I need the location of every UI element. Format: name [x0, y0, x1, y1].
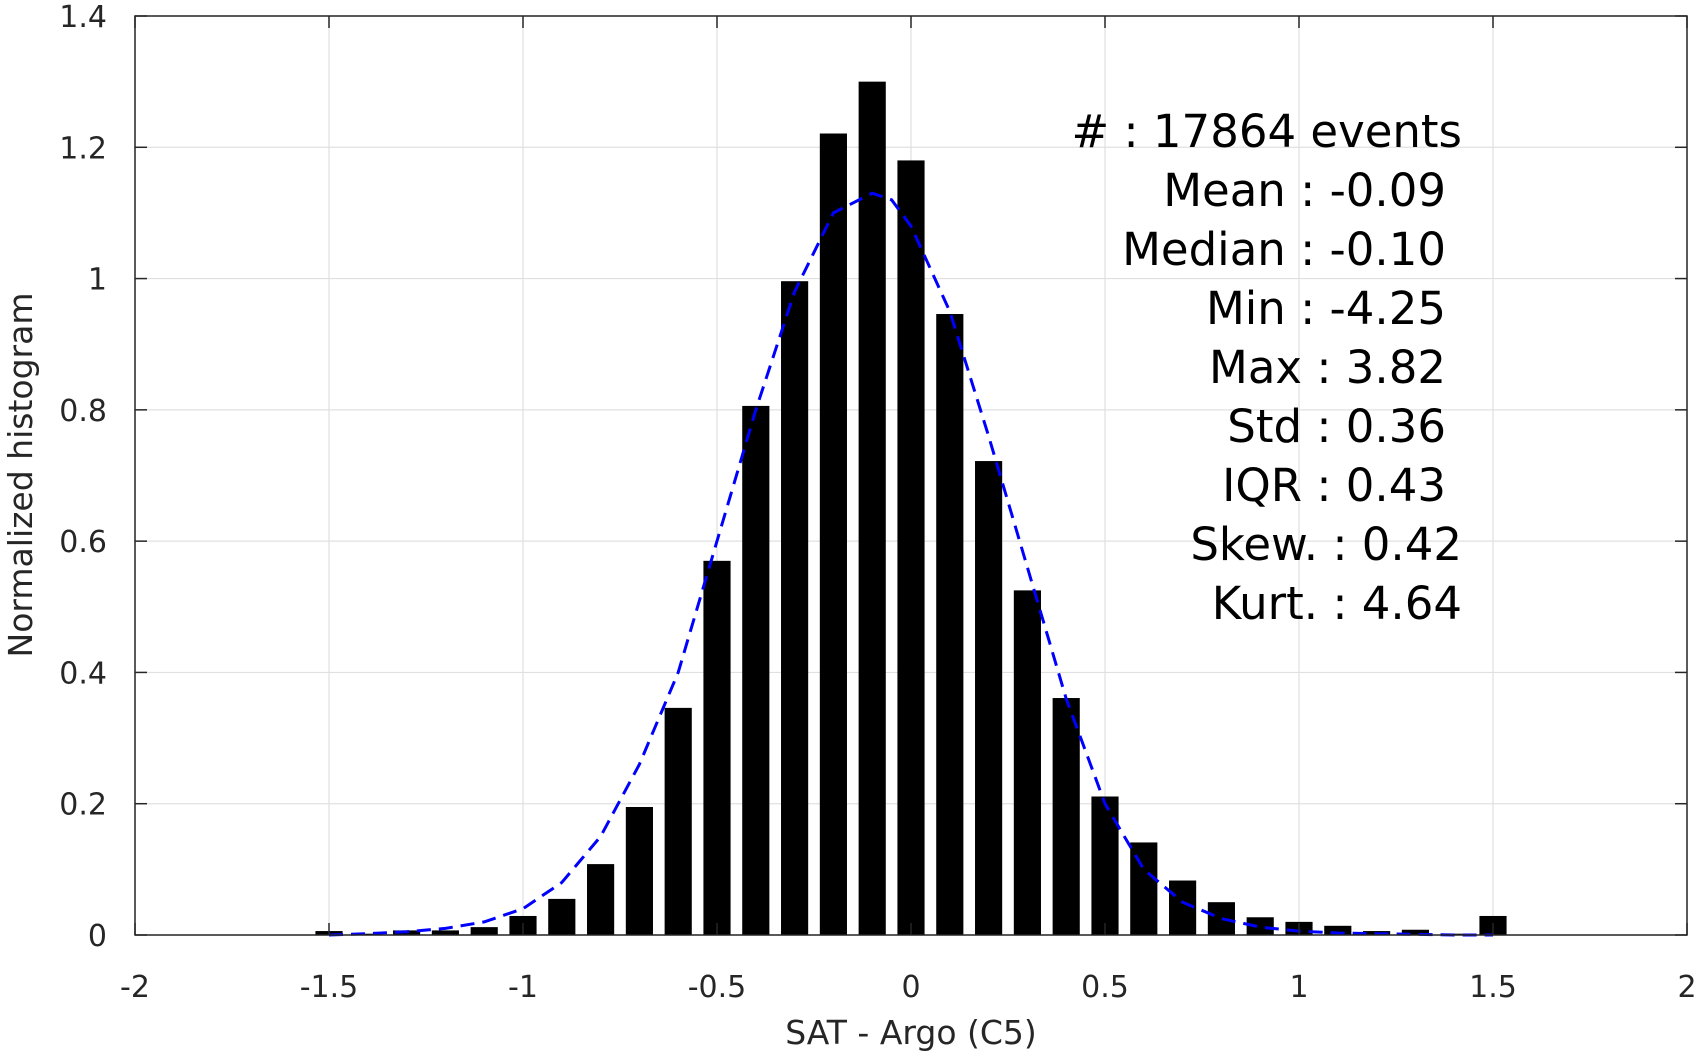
stats-line: IQR : 0.43 [1222, 459, 1446, 512]
axis-ticks [134, 15, 1688, 936]
histogram-bar [703, 560, 731, 935]
x-tick-label: 1.5 [1469, 970, 1517, 1005]
x-axis-label: SAT - Argo (C5) [785, 1013, 1037, 1052]
histogram-bar [858, 81, 886, 935]
fit-curve [328, 191, 1493, 937]
histogram-bar [1324, 925, 1352, 935]
histogram-bar [781, 281, 809, 935]
y-axis-label: Normalized histogram [1, 293, 40, 658]
histogram-bars [315, 81, 1507, 936]
x-tick-label: -0.5 [688, 970, 747, 1005]
histogram-bar [548, 898, 576, 935]
stats-box: # : 17864 events Mean : -0.09 Median : -0.… [1071, 105, 1462, 630]
histogram-bar [936, 314, 964, 936]
histogram-bar [975, 461, 1003, 935]
histogram-bar [1052, 698, 1080, 935]
x-tick-label: -1.5 [300, 970, 359, 1005]
histogram-bar [664, 707, 692, 935]
histogram-bar [1207, 902, 1235, 935]
histogram-bar [1401, 929, 1429, 935]
histogram-bar [1013, 590, 1041, 935]
y-tick-label: 0.2 [59, 788, 107, 823]
x-tick-label: 2 [1677, 970, 1696, 1005]
stats-line: Max : 3.82 [1209, 341, 1446, 394]
stats-line: Min : -4.25 [1206, 282, 1446, 335]
histogram-bar [742, 405, 770, 935]
stats-line: Skew. : 0.42 [1190, 518, 1462, 571]
y-tick-label: 0.6 [59, 525, 107, 560]
y-tick-label: 1 [88, 263, 107, 298]
histogram-bar [1169, 880, 1197, 935]
x-tick-label: 1 [1289, 970, 1308, 1005]
stats-line: Mean : -0.09 [1163, 164, 1446, 217]
histogram-bar [897, 160, 925, 935]
y-tick-labels: 0 0.2 0.4 0.6 0.8 1 1.2 1.4 [59, 0, 107, 954]
stats-line: # : 17864 events [1071, 105, 1462, 158]
stats-line: Median : -0.10 [1122, 223, 1446, 276]
y-tick-label: 1.2 [59, 131, 107, 166]
y-tick-label: 1.4 [59, 0, 107, 35]
histogram-bar [625, 806, 653, 935]
histogram-bar [431, 930, 459, 935]
y-tick-label: 0.8 [59, 394, 107, 429]
x-tick-label: -1 [508, 970, 538, 1005]
x-tick-label: 0 [901, 970, 920, 1005]
x-tick-label: -2 [120, 970, 150, 1005]
histogram-bar [1130, 842, 1158, 935]
stats-line: Std : 0.36 [1227, 400, 1446, 453]
x-tick-label: 0.5 [1081, 970, 1129, 1005]
histogram-bar [470, 927, 498, 935]
y-tick-label: 0.4 [59, 656, 107, 691]
x-tick-labels: -2 -1.5 -1 -0.5 0 0.5 1 1.5 2 [120, 970, 1697, 1005]
histogram-bar [1246, 917, 1274, 935]
stats-line: Kurt. : 4.64 [1212, 577, 1462, 630]
histogram-bar [587, 864, 615, 935]
y-tick-label: 0 [88, 919, 107, 954]
histogram-bar [819, 133, 847, 935]
